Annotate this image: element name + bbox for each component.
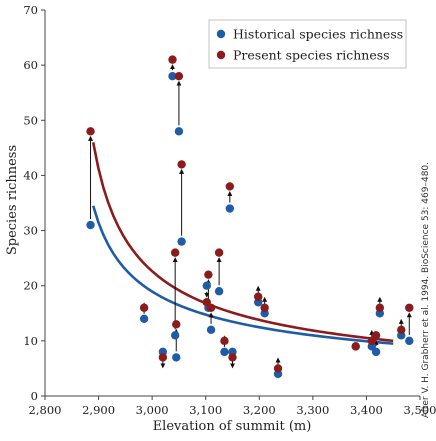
legend-box (208, 19, 407, 69)
historical-point (168, 71, 177, 81)
x-tick-label: 3,100 (189, 403, 222, 417)
y-ticks: 0 10 20 30 40 50 60 70 (23, 3, 45, 403)
x-tick-label: 3,300 (296, 403, 329, 417)
y-tick-label: 30 (23, 224, 38, 238)
x-tick-label: 2,800 (29, 403, 62, 417)
change-arrows (88, 64, 412, 369)
axes (44, 10, 420, 397)
historical-point (225, 204, 235, 213)
historical-point (202, 281, 211, 290)
present-point (397, 325, 406, 335)
data-points (86, 55, 414, 379)
historical-point (206, 325, 216, 335)
present-point (139, 303, 149, 312)
y-tick-label: 20 (23, 279, 38, 293)
historical-point (371, 347, 381, 357)
y-tick-label: 60 (23, 58, 38, 72)
present-point (172, 320, 181, 329)
historical-point (86, 220, 95, 230)
present-point (405, 303, 414, 312)
present-point (228, 353, 237, 362)
historical-point (170, 331, 180, 340)
historical-point (174, 127, 184, 136)
trend-line-present (91, 142, 394, 343)
x-axis-label: Elevation of summit (m) (153, 419, 312, 434)
x-tick-label: 3,200 (243, 403, 276, 417)
present-point (170, 248, 180, 257)
present-point (225, 182, 235, 191)
y-axis-label: Species richness (5, 145, 20, 255)
present-point (174, 71, 184, 81)
present-point (371, 331, 381, 340)
present-point (158, 353, 168, 362)
present-point (220, 336, 229, 346)
x-tick-label: 3,400 (350, 403, 383, 417)
historical-point (220, 347, 229, 357)
present-point (351, 342, 360, 351)
x-ticks: 2,800 2,900 3,000 3,100 3,200 3,300 3,400 3,500 (29, 396, 436, 417)
legend-marker-historical (216, 29, 226, 39)
y-tick-label: 40 (23, 168, 38, 182)
present-point (177, 160, 186, 169)
historical-point (405, 336, 414, 346)
trend-line-historical (91, 205, 394, 345)
historical-point (214, 287, 224, 296)
present-point (260, 303, 269, 312)
historical-point (172, 353, 181, 362)
present-point (168, 55, 177, 64)
present-point (273, 364, 283, 373)
y-tick-label: 70 (23, 3, 38, 17)
legend-marker-present (216, 50, 226, 60)
y-tick-label: 50 (23, 113, 38, 127)
y-tick-label: 10 (23, 334, 38, 348)
legend-label-present: Present species richness (233, 48, 390, 63)
legend: Historical species richness Present spec… (208, 19, 407, 69)
legend-label-historical: Historical species richness (233, 27, 403, 42)
trend-lines (91, 142, 394, 345)
historical-point (139, 314, 149, 323)
present-point (254, 292, 263, 301)
present-point (206, 303, 216, 312)
present-point (375, 303, 385, 312)
y-tick-label: 0 (31, 389, 38, 403)
x-tick-label: 2,900 (82, 403, 115, 417)
x-tick-label: 3,000 (136, 403, 169, 417)
present-point (204, 270, 213, 279)
present-point (214, 248, 224, 257)
present-point (86, 127, 95, 136)
source-credit: After V. H. Grabherr et al. 1994. BioSci… (421, 162, 431, 418)
x-tick-label: 3,500 (404, 403, 436, 417)
historical-point (177, 237, 186, 246)
